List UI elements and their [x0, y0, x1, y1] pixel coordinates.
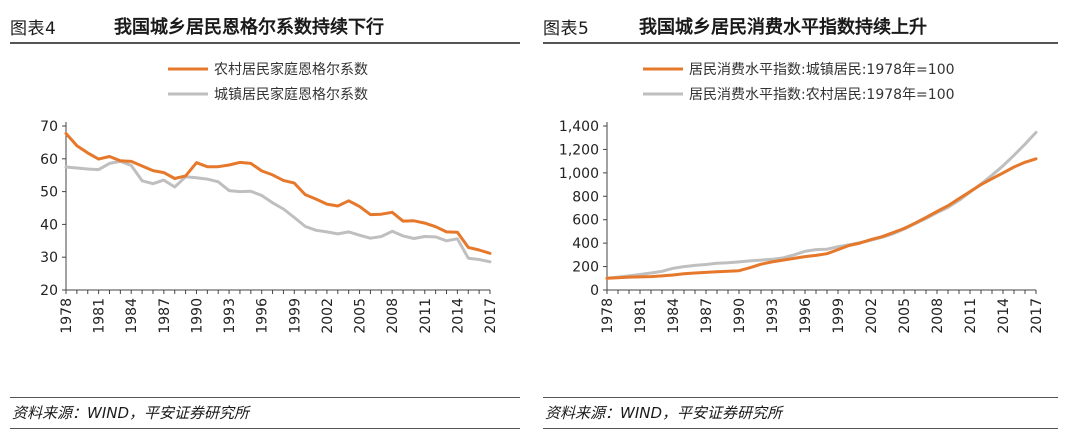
x-tick-label: 1984 [124, 298, 140, 334]
legend-label-0: 居民消费水平指数:城镇居民:1978年=100 [689, 62, 955, 78]
x-tick-label: 1987 [157, 298, 173, 334]
left-panel: 图表4 我国城乡居民恩格尔系数持续下行 农村居民家庭恩格尔系数 城镇居民家庭恩格尔… [0, 0, 528, 435]
y-tick-label: 600 [572, 213, 599, 229]
series-line-1 [605, 130, 1038, 280]
right-source-note: 资料来源：WIND，平安证券研究所 [545, 404, 783, 422]
y-tick-label: 60 [40, 152, 58, 168]
x-tick-label: 2011 [418, 298, 434, 334]
y-tick-label: 200 [572, 260, 599, 276]
y-tick-label: 1,400 [559, 119, 599, 135]
legend-label-0: 农村居民家庭恩格尔系数 [214, 61, 368, 78]
y-tick-label: 1,200 [559, 142, 599, 158]
right-panel: 图表5 我国城乡居民消费水平指数持续上升 居民消费水平指数:城镇居民:1978年… [533, 0, 1066, 435]
y-tick-label: 40 [40, 217, 58, 233]
y-tick-label: 800 [572, 189, 599, 205]
y-tick-label: 1,000 [559, 166, 599, 182]
x-tick-label: 1996 [798, 298, 814, 334]
x-tick-label: 1990 [732, 298, 748, 334]
x-tick-label: 2005 [897, 298, 913, 334]
x-tick-label: 1981 [633, 298, 649, 334]
left-source-note: 资料来源：WIND，平安证券研究所 [12, 404, 250, 422]
right-figure-label: 图表5 [543, 19, 590, 39]
y-tick-label: 30 [40, 250, 58, 266]
legend-label-1: 城镇居民家庭恩格尔系数 [214, 86, 368, 103]
x-tick-label: 1999 [287, 298, 303, 334]
left-header: 图表4 我国城乡居民恩格尔系数持续下行 [10, 10, 520, 44]
left-figure-title: 我国城乡居民恩格尔系数持续下行 [114, 17, 384, 38]
x-tick-label: 2008 [930, 298, 946, 334]
x-tick-label: 2011 [963, 298, 979, 334]
x-tick-label: 1993 [765, 298, 781, 334]
x-tick-label: 2002 [864, 298, 880, 334]
legend-label-1: 居民消费水平指数:农村居民:1978年=100 [689, 87, 955, 103]
x-tick-label: 1996 [255, 298, 271, 334]
y-tick-label: 50 [40, 185, 58, 201]
x-tick-label: 1990 [189, 298, 205, 334]
x-tick-label: 2008 [385, 298, 401, 334]
left-footer: 资料来源：WIND，平安证券研究所 [10, 397, 520, 429]
x-tick-label: 1984 [666, 298, 682, 334]
x-tick-label: 1999 [831, 298, 847, 334]
y-tick-label: 400 [572, 236, 599, 252]
y-tick-label: 0 [590, 283, 599, 299]
right-figure-title: 我国城乡居民消费水平指数持续上升 [639, 17, 927, 38]
x-tick-label: 1993 [222, 298, 238, 334]
right-header: 图表5 我国城乡居民消费水平指数持续上升 [543, 10, 1058, 44]
series-line-1 [64, 159, 492, 264]
x-tick-label: 2002 [320, 298, 336, 334]
x-tick-label: 1987 [699, 298, 715, 334]
x-tick-label: 2005 [353, 298, 369, 334]
x-tick-label: 1978 [600, 298, 616, 334]
y-tick-label: 20 [40, 283, 58, 299]
x-tick-label: 1981 [92, 298, 108, 334]
series-line-0 [605, 157, 1038, 280]
series-line-0 [64, 132, 492, 255]
right-footer: 资料来源：WIND，平安证券研究所 [543, 397, 1058, 429]
x-tick-label: 2014 [996, 298, 1012, 334]
x-tick-label: 2017 [483, 298, 499, 334]
left-figure-label: 图表4 [10, 19, 57, 39]
consumption-index-chart: 居民消费水平指数:城镇居民:1978年=100 居民消费水平指数:农村居民:197… [559, 62, 1045, 334]
y-tick-label: 70 [40, 119, 58, 135]
x-tick-label: 2014 [450, 298, 466, 334]
x-tick-label: 1978 [59, 298, 75, 334]
x-tick-label: 2017 [1029, 298, 1045, 334]
